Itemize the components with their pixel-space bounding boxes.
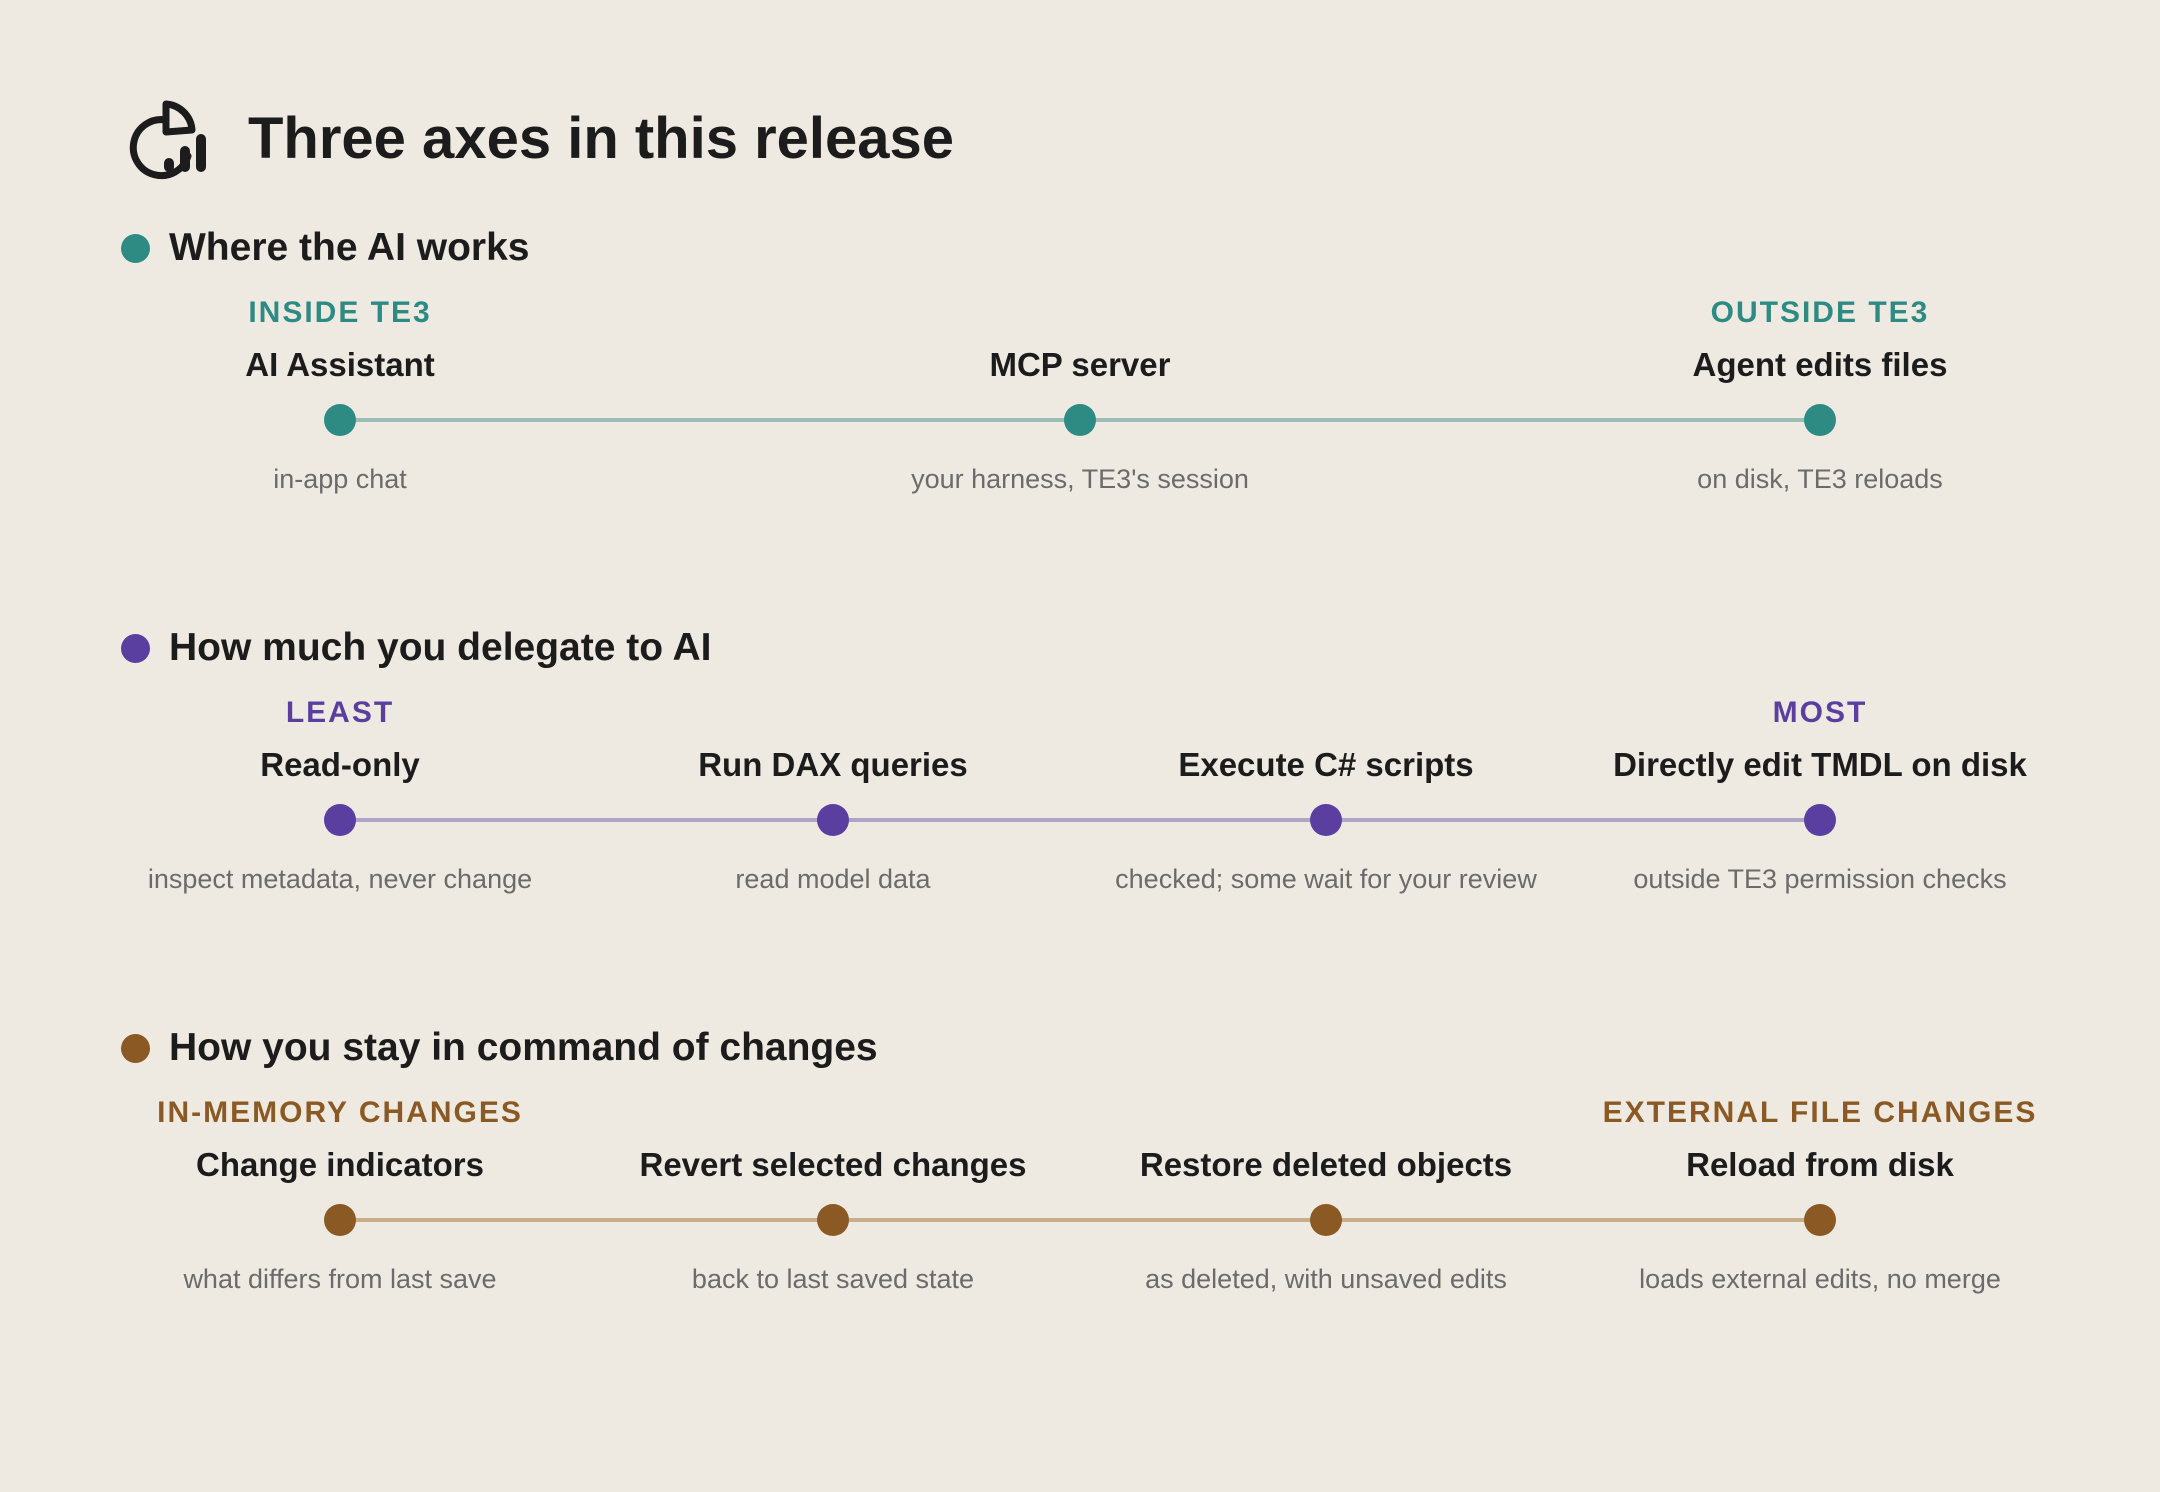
section-header: How you stay in command of changes xyxy=(121,1018,878,1078)
node-description: your harness, TE3's session xyxy=(911,464,1249,494)
section-heading: Where the AI works xyxy=(169,226,530,269)
node-dot xyxy=(817,804,849,836)
node-label: Execute C# scripts xyxy=(1178,746,1474,783)
section-bullet xyxy=(121,1033,150,1063)
axis-node-run-dax: Run DAX queries read model data xyxy=(593,618,1073,918)
section-header: Where the AI works xyxy=(121,218,529,278)
node-description: on disk, TE3 reloads xyxy=(1697,464,1943,494)
node-label: Revert selected changes xyxy=(639,1146,1027,1183)
node-label: Agent edits files xyxy=(1692,346,1948,383)
node-dot xyxy=(1804,1204,1836,1236)
node-category: LEAST xyxy=(285,696,395,729)
node-label: Reload from disk xyxy=(1686,1146,1954,1183)
axis-node-execute-csharp: Execute C# scripts checked; some wait fo… xyxy=(1086,618,1566,918)
node-description: as deleted, with unsaved edits xyxy=(1145,1264,1507,1294)
section-heading: How you stay in command of changes xyxy=(169,1026,878,1069)
node-dot xyxy=(817,1204,849,1236)
node-label: MCP server xyxy=(989,346,1171,383)
axis-node-revert-selected: Revert selected changes back to last sav… xyxy=(593,1018,1073,1318)
node-dot xyxy=(324,804,356,836)
axis-node-restore-deleted: Restore deleted objects as deleted, with… xyxy=(1086,1018,1566,1318)
node-description: back to last saved state xyxy=(691,1264,975,1294)
node-category: MOST xyxy=(1772,696,1868,729)
node-label: Change indicators xyxy=(196,1146,484,1183)
section-bullet xyxy=(121,633,150,663)
node-dot xyxy=(324,404,356,436)
node-description: in-app chat xyxy=(273,464,407,494)
node-label: AI Assistant xyxy=(245,346,435,383)
node-label: Directly edit TMDL on disk xyxy=(1613,746,2027,783)
section-bullet xyxy=(121,233,150,263)
node-description: inspect metadata, never change xyxy=(147,864,533,894)
node-dot xyxy=(1310,804,1342,836)
node-description: read model data xyxy=(735,864,931,894)
node-label: Restore deleted objects xyxy=(1139,1146,1513,1183)
section-delegate: How much you delegate to AI LEAST Read-o… xyxy=(0,618,2160,918)
axis-node-reload-from-disk: EXTERNAL FILE CHANGES Reload from disk l… xyxy=(1580,1018,2060,1318)
node-label: Run DAX queries xyxy=(698,746,968,783)
node-label: Read-only xyxy=(260,746,420,783)
section-heading: How much you delegate to AI xyxy=(169,626,712,669)
axis-node-read-only: LEAST Read-only inspect metadata, never … xyxy=(100,618,580,918)
node-description: what differs from last save xyxy=(183,1264,497,1294)
section-header: How much you delegate to AI xyxy=(121,618,711,678)
node-category: IN-MEMORY CHANGES xyxy=(157,1096,523,1129)
axis-node-inside-te3: INSIDE TE3 AI Assistant in-app chat xyxy=(100,218,580,518)
axis-node-mcp-server: MCP server your harness, TE3's session xyxy=(840,218,1320,518)
node-dot xyxy=(1804,404,1836,436)
node-category: EXTERNAL FILE CHANGES xyxy=(1602,1096,2038,1129)
section-where: Where the AI works INSIDE TE3 AI Assista… xyxy=(0,218,2160,518)
section-command: How you stay in command of changes IN-ME… xyxy=(0,1018,2160,1318)
axis-node-outside-te3: OUTSIDE TE3 Agent edits files on disk, T… xyxy=(1580,218,2060,518)
node-dot xyxy=(324,1204,356,1236)
page-title: Three axes in this release xyxy=(248,105,955,171)
axis-node-change-indicators: IN-MEMORY CHANGES Change indicators what… xyxy=(100,1018,580,1318)
node-dot xyxy=(1804,804,1836,836)
node-description: outside TE3 permission checks xyxy=(1633,864,2007,894)
title-row: Three axes in this release xyxy=(128,96,954,180)
node-description: loads external edits, no merge xyxy=(1639,1264,2001,1294)
axis-line xyxy=(340,1218,1820,1222)
node-dot xyxy=(1064,404,1096,436)
node-category: INSIDE TE3 xyxy=(248,296,432,329)
node-dot xyxy=(1310,1204,1342,1236)
chart-icon xyxy=(128,96,208,180)
node-description: checked; some wait for your review xyxy=(1115,864,1537,894)
node-category: OUTSIDE TE3 xyxy=(1710,296,1930,329)
axis-line xyxy=(340,818,1820,822)
axis-node-edit-tmdl: MOST Directly edit TMDL on disk outside … xyxy=(1580,618,2060,918)
